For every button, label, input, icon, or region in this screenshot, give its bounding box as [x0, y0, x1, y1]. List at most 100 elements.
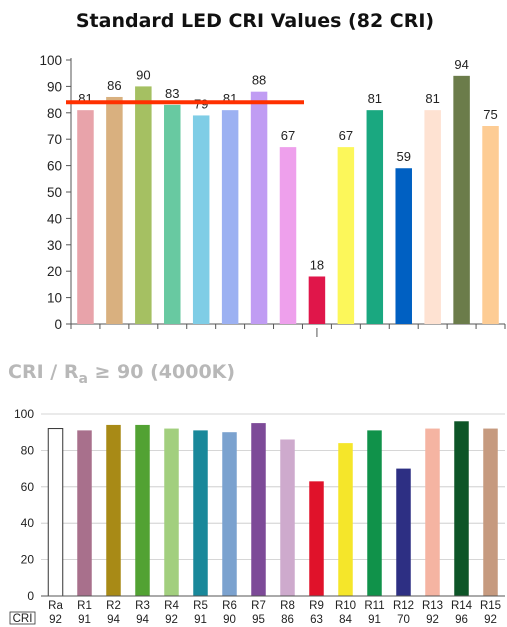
bar-r12	[395, 168, 412, 324]
y-tick-label: 20	[21, 553, 35, 567]
category-value-r13: 92	[426, 614, 439, 626]
bar-r2	[106, 424, 121, 596]
category-label-r2: R2	[106, 600, 121, 612]
category-value-r14: 96	[455, 614, 468, 626]
category-label-r12: R12	[393, 600, 414, 612]
bar-r15	[483, 428, 498, 596]
category-value-r9: 63	[310, 614, 323, 626]
chart-title-subscript: a	[78, 371, 87, 387]
bar-r11	[367, 430, 382, 596]
row-label-box	[9, 611, 36, 625]
category-labels: CRI Ra 92 R1 91 R2 94 R3 94 R4 92 R5 91 R6 90 R7 95 R8 86 R…	[9, 600, 501, 626]
data-label-r13: 81	[425, 91, 439, 106]
bar-r7	[250, 91, 268, 325]
chart-title-tail: ≥ 90 (4000K)	[88, 361, 235, 383]
category-label-ra: Ra	[48, 600, 63, 612]
category-value-r12: 70	[397, 614, 410, 626]
svg-text:CRI / Ra ≥ 90 (4000K): CRI / Ra ≥ 90 (4000K)	[8, 361, 235, 387]
data-label-r7: 88	[252, 73, 266, 88]
bar-r7	[251, 423, 266, 596]
category-label-r10: R10	[335, 600, 356, 612]
category-label-r13: R13	[422, 600, 443, 612]
y-tick-label: 80	[47, 106, 62, 121]
row-label: CRI	[13, 613, 33, 625]
y-tick-label: 0	[54, 317, 62, 332]
y-tick-label: 10	[47, 291, 62, 306]
data-labels: 818690837981886718678159819475	[78, 57, 498, 273]
category-value-r1: 91	[78, 614, 91, 626]
axes: 0 20 40 60 80 100	[14, 407, 505, 603]
axes: 0 10 20 30 40 50 60 70 80 90 100	[39, 53, 506, 337]
category-label-r14: R14	[451, 600, 473, 612]
bar-r11	[366, 110, 384, 324]
bar-r3	[135, 424, 150, 596]
category-label-r15: R15	[480, 600, 501, 612]
y-tick-label: 40	[21, 516, 35, 530]
data-label-r11: 81	[368, 91, 382, 106]
bar-r3	[135, 86, 152, 325]
category-value-ra: 92	[49, 614, 62, 626]
category-value-r10: 84	[339, 614, 352, 626]
bar-r1	[77, 110, 94, 324]
category-value-r4: 92	[165, 614, 178, 626]
y-tick-label: 20	[47, 264, 62, 279]
category-label-r3: R3	[135, 600, 150, 612]
data-label-r14: 94	[454, 57, 468, 72]
category-label-r6: R6	[222, 600, 237, 612]
category-label-r9: R9	[309, 600, 324, 612]
bar-r4	[164, 104, 181, 324]
category-value-r11: 91	[368, 614, 381, 626]
y-tick-label: 100	[14, 407, 34, 421]
bar-r2	[106, 96, 123, 325]
category-value-r5: 91	[194, 614, 207, 626]
category-label-r11: R11	[364, 600, 384, 612]
chart-title: Standard LED CRI Values (82 CRI)	[76, 10, 434, 32]
chart-2-title: CRI / Ra ≥ 90 (4000K)	[8, 361, 235, 387]
bar-r5	[192, 115, 210, 324]
y-tick-label: 40	[47, 211, 62, 226]
category-value-r6: 90	[223, 614, 236, 626]
category-label-r4: R4	[164, 600, 179, 612]
bar-r6	[222, 432, 237, 596]
bar-r9	[309, 481, 324, 596]
bar-r13	[424, 110, 441, 324]
y-tick-label: 50	[47, 185, 62, 200]
y-tick-label: 30	[47, 238, 62, 253]
bar-r9	[308, 276, 326, 324]
standard-led-cri-chart: Standard LED CRI Values (82 CRI) 0 10 20 30…	[39, 10, 506, 337]
data-label-r3: 90	[136, 67, 150, 82]
y-tick-label: 0	[27, 589, 34, 603]
data-label-r10: 67	[339, 128, 353, 143]
category-label-r1: R1	[77, 600, 92, 612]
y-tick-label: 80	[21, 443, 35, 457]
category-value-r2: 94	[107, 614, 120, 626]
bar-r13	[425, 428, 440, 596]
category-label-r8: R8	[280, 600, 295, 612]
bar-r8	[279, 147, 297, 324]
y-tick-label: 60	[21, 480, 35, 494]
y-tick-label: 70	[47, 132, 62, 147]
bars	[47, 421, 498, 597]
bar-r10	[338, 443, 353, 596]
category-label-r7: R7	[251, 600, 266, 612]
bars	[77, 75, 499, 325]
category-value-r8: 86	[281, 614, 294, 626]
bar-r4	[164, 428, 179, 596]
bar-r10	[337, 147, 355, 324]
data-label-r4: 83	[165, 86, 179, 101]
data-label-r9: 18	[310, 257, 324, 272]
cri-ra-90-chart: 0 20 40 60 80 100 CRI Ra 92 R1 91 R2 94 R3 94 R4 92 R5 91…	[9, 407, 505, 626]
data-label-r8: 67	[281, 128, 295, 143]
data-label-r12: 59	[396, 149, 410, 164]
bar-r1	[77, 430, 92, 596]
bar-r5	[193, 430, 208, 596]
category-value-r3: 94	[136, 614, 149, 626]
bar-ra	[47, 428, 64, 597]
data-label-r2: 86	[107, 78, 121, 93]
category-label-r5: R5	[193, 600, 208, 612]
bar-r12	[396, 468, 411, 596]
bar-r15	[482, 126, 499, 324]
y-tick-label: 60	[47, 159, 62, 174]
bar-r6	[221, 110, 239, 324]
category-value-r15: 92	[484, 614, 497, 626]
